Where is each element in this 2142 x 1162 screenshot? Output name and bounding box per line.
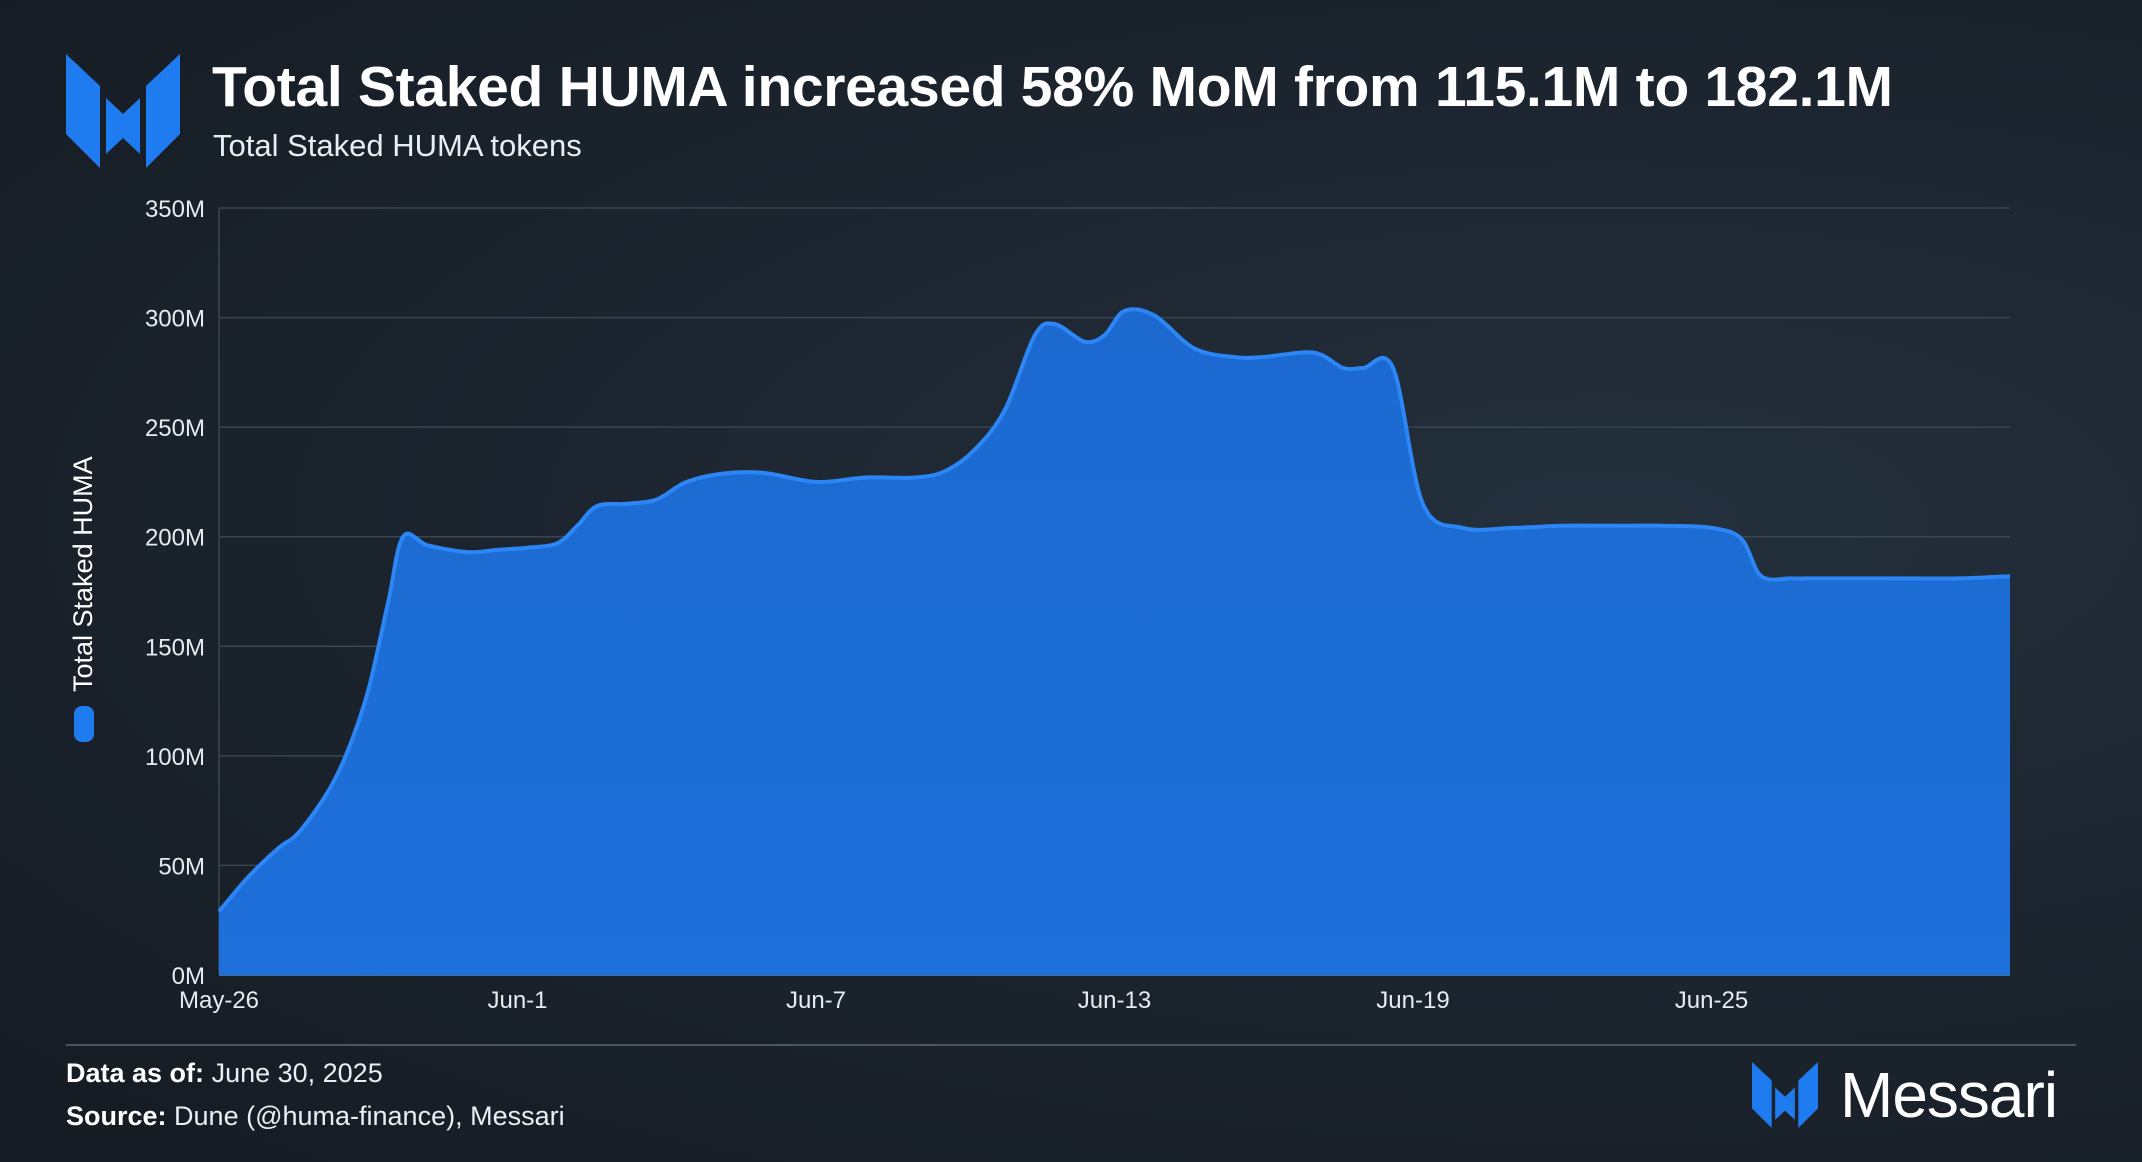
brand-name: Messari (1840, 1059, 2058, 1131)
y-tick-label: 50M (158, 853, 205, 880)
y-axis-label: Total Staked HUMA (68, 456, 98, 692)
source-line: Source: Dune (@huma-finance), Messari (66, 1101, 565, 1132)
chart-title: Total Staked HUMA increased 58% MoM from… (212, 55, 1893, 119)
y-tick-label: 250M (145, 415, 205, 442)
y-tick-label: 100M (145, 744, 205, 771)
data-as-of: Data as of: June 30, 2025 (66, 1058, 383, 1089)
source-label: Source: (66, 1101, 167, 1131)
x-tick-label: May-26 (179, 987, 259, 1014)
x-tick-label: Jun-19 (1376, 987, 1449, 1014)
series-area-group (217, 307, 2011, 975)
y-axis-ticks: 0M 50M 100M 150M 200M 250M 300M 350M (145, 196, 205, 990)
legend-swatch (74, 706, 94, 742)
x-tick-label: Jun-1 (487, 987, 547, 1014)
series-line (217, 307, 2011, 913)
data-as-of-value: June 30, 2025 (211, 1058, 383, 1088)
y-tick-label: 150M (145, 634, 205, 661)
x-tick-label: Jun-7 (786, 987, 846, 1014)
y-tick-label: 350M (145, 196, 205, 223)
source-value: Dune (@huma-finance), Messari (174, 1101, 565, 1131)
brand-logo: Messari (1752, 1059, 2058, 1131)
area-chart: 0M 50M 100M 150M 200M 250M 300M 350M May-26 Jun-… (68, 196, 2011, 1014)
x-tick-label: Jun-13 (1078, 987, 1151, 1014)
y-tick-label: 200M (145, 525, 205, 552)
footer-divider (66, 1044, 2076, 1046)
series-area (219, 309, 2010, 975)
chart-subtitle: Total Staked HUMA tokens (213, 128, 582, 163)
y-tick-label: 300M (145, 306, 205, 333)
messari-logo-icon (66, 54, 180, 168)
y-tick-label: 0M (172, 963, 205, 990)
y-axis-label-group: Total Staked HUMA (68, 456, 98, 742)
x-axis-ticks: May-26 Jun-1 Jun-7 Jun-13 Jun-19 Jun-25 (179, 987, 1748, 1014)
messari-small-logo-icon (1752, 1062, 1818, 1128)
data-as-of-label: Data as of: (66, 1058, 205, 1088)
x-tick-label: Jun-25 (1675, 987, 1748, 1014)
